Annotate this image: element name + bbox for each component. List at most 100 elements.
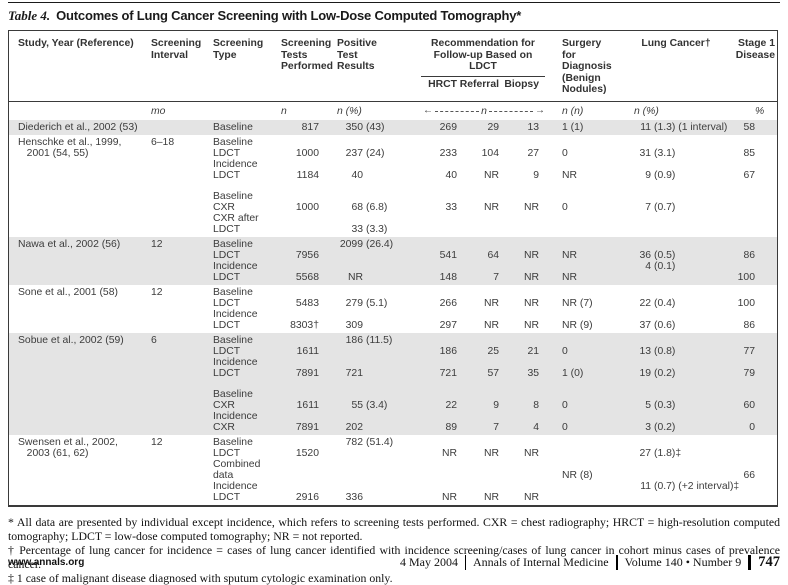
study-row-group: Sobue et al., 2002 (59) 6 Baseline 186 (11.5… <box>9 332 779 435</box>
value-detail: (3.3) <box>366 223 388 235</box>
col-header-referral: Referral <box>459 78 499 90</box>
table-line: Swensen et al., 2002, 12 Baseline 782 (51.4) <box>9 437 777 448</box>
cell-stage: 85 <box>743 147 755 159</box>
cell-tests: 5568 <box>295 271 319 283</box>
cell-cancer: 19 (0.2) <box>617 368 735 379</box>
cell-cancer <box>617 239 735 250</box>
right-arrow-icon: → <box>535 105 545 116</box>
cell-hrct: 266 <box>439 297 457 309</box>
cell-hrct <box>419 159 459 170</box>
cell-tests: 2916 <box>295 491 319 503</box>
cell-surgery: 0 <box>562 421 568 433</box>
value-detail: (3.4) <box>366 399 388 411</box>
cell-tests: 1520 <box>295 447 319 459</box>
col-header-stage1: Stage 1 Disease <box>735 38 775 61</box>
study-row-group: Henschke et al., 1999, 6–18 Baseline 2001 … <box>9 135 777 237</box>
cell-referral <box>459 287 503 298</box>
cell-cancer <box>617 213 735 224</box>
footnotes: * All data are presented by individual e… <box>8 515 780 585</box>
cell-surgery: 0 <box>562 147 568 159</box>
cell-interval <box>151 368 213 379</box>
cell-study: Sobue et al., 2002 (59) <box>18 334 124 346</box>
row-gap <box>9 379 777 389</box>
cell-positive: NR <box>331 272 419 283</box>
cell-interval <box>151 224 213 235</box>
value-number <box>331 287 363 298</box>
cell-surgery: 1 (0) <box>562 367 584 379</box>
cell-type: Incidence <box>213 158 258 170</box>
cell-interval <box>151 191 213 202</box>
left-arrow-icon: ← <box>423 105 433 116</box>
cell-hrct: 297 <box>439 319 457 331</box>
cell-stage <box>735 309 779 320</box>
cell-type: Incidence <box>213 260 258 272</box>
cell-biopsy <box>503 389 547 400</box>
cell-study <box>9 481 151 492</box>
divider <box>615 555 618 570</box>
value-detail: (0.2) <box>654 367 676 379</box>
cell-referral: NR <box>483 319 499 331</box>
col-header-biopsy: Biopsy <box>504 78 539 90</box>
cell-study <box>9 320 151 331</box>
cell-biopsy <box>503 137 547 148</box>
cell-interval <box>151 400 213 411</box>
value-number <box>617 437 651 448</box>
unit-surgery: n (n) <box>562 105 584 117</box>
cell-positive <box>331 470 419 481</box>
cell-hrct <box>419 213 459 224</box>
cell-hrct <box>419 437 459 448</box>
cell-positive <box>331 357 419 368</box>
cell-referral: 64 <box>487 249 499 261</box>
value-number: 68 <box>351 201 363 213</box>
table-line: LDCT 33 (3.3) <box>9 224 777 235</box>
cell-study <box>9 213 151 224</box>
cell-interval <box>151 272 213 283</box>
cell-biopsy: NR <box>523 491 539 503</box>
cell-study: Sone et al., 2001 (58) <box>18 286 118 298</box>
cell-surgery <box>547 224 617 235</box>
cell-cancer: 27 (1.8)‡ <box>617 448 735 459</box>
cell-surgery <box>547 159 617 170</box>
col-header-surgery: Surgery for Diagnosis (Benign Nodules) <box>562 38 612 95</box>
cell-cancer: 36 (0.5) <box>617 250 735 261</box>
cell-cancer <box>617 272 735 283</box>
cell-positive <box>331 137 419 148</box>
cell-referral <box>459 357 503 368</box>
value-number <box>617 335 651 346</box>
cell-interval <box>151 448 213 459</box>
cell-stage <box>735 389 779 400</box>
value-number <box>617 224 651 235</box>
cell-positive: 186 (11.5) <box>331 335 419 346</box>
value-number <box>617 213 651 224</box>
cell-type: Baseline <box>213 121 253 133</box>
cell-cancer <box>617 470 735 481</box>
value-number <box>617 459 651 470</box>
cell-cancer <box>617 159 735 170</box>
cell-surgery: 0 <box>562 399 568 411</box>
value-number: 33 <box>351 223 363 235</box>
cell-stage: 100 <box>737 297 755 309</box>
value-detail: (24) <box>366 147 385 159</box>
value-number: 31 <box>639 147 651 159</box>
col-header-screening-interval: Screening Interval <box>151 38 202 61</box>
cell-stage: 60 <box>743 399 755 411</box>
cell-type: CXR <box>213 399 235 411</box>
cell-cancer <box>617 191 735 202</box>
cell-stage <box>735 287 779 298</box>
cell-type: Incidence <box>213 308 258 320</box>
value-number <box>331 213 363 224</box>
cell-tests <box>275 137 331 148</box>
value-detail: (1.8)‡ <box>654 447 682 459</box>
cell-study: 2001 (54, 55) <box>18 147 89 159</box>
cell-interval <box>151 481 213 492</box>
cell-positive <box>331 448 419 459</box>
cell-cancer <box>617 287 735 298</box>
journal-url: www.annals.org <box>8 557 85 568</box>
cell-study <box>9 470 151 481</box>
cell-study <box>9 368 151 379</box>
value-number: 4 <box>645 260 651 272</box>
cell-tests: 1611 <box>296 345 319 357</box>
followup-group-rule <box>421 75 545 77</box>
cell-referral: 104 <box>481 147 499 159</box>
cell-hrct <box>419 470 459 481</box>
